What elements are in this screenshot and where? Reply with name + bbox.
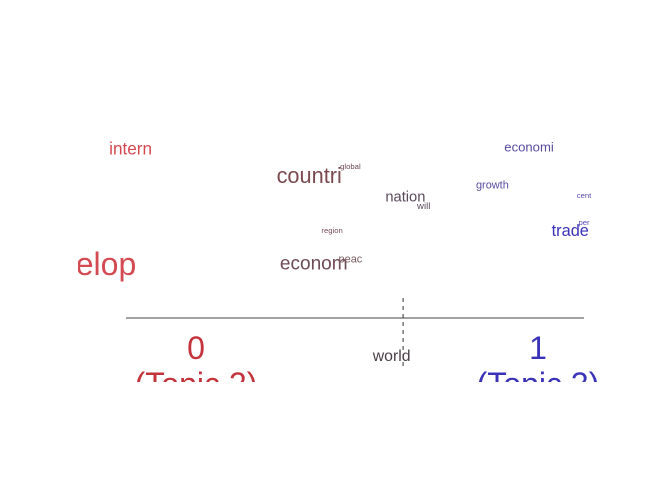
word-region: region	[321, 225, 343, 235]
word-nation: nation	[385, 189, 426, 206]
right-axis-value: 1	[529, 330, 547, 366]
word-world: world	[372, 347, 411, 365]
right-axis-topic: (Topic 3)	[477, 366, 600, 382]
word-global: global	[340, 161, 361, 171]
word-econom: econom	[279, 253, 348, 275]
left-axis-value: 0	[187, 330, 205, 366]
word-develop: develop	[78, 245, 137, 282]
right-axis-label: 1 (Topic 3)	[477, 330, 600, 382]
left-axis-label: 0 (Topic 2)	[135, 330, 258, 382]
word-cent: cent	[576, 190, 592, 200]
word-per: per	[578, 218, 590, 228]
word-growth: growth	[475, 179, 509, 192]
left-axis-topic: (Topic 2)	[135, 366, 258, 382]
word-intern: intern	[109, 138, 153, 159]
word-countri: countri	[276, 163, 342, 189]
word-will: will	[417, 201, 431, 213]
word-peac: peac	[338, 253, 363, 266]
word-trade: trade	[551, 221, 589, 240]
word-economi: economi	[504, 139, 554, 155]
